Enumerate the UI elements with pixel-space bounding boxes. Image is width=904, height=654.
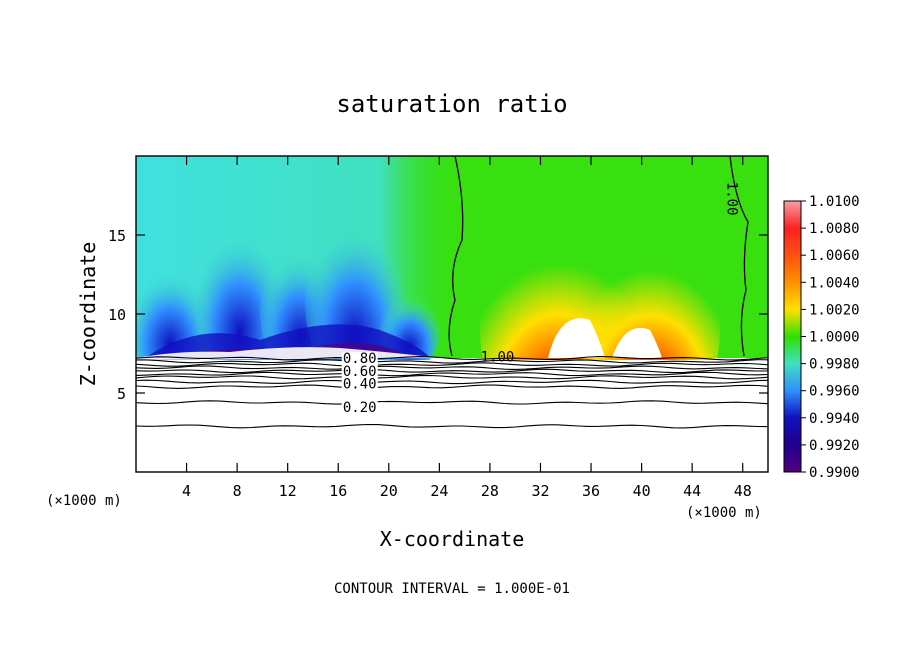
contour-lines bbox=[136, 356, 768, 429]
contour-label-bg bbox=[341, 377, 378, 391]
contour-line bbox=[136, 400, 768, 405]
contour-line bbox=[136, 362, 768, 367]
contour-label-bg bbox=[341, 401, 378, 415]
x-unit-label-left: (×1000 m) bbox=[46, 493, 122, 509]
colorbar-label: 0.9980 bbox=[809, 357, 860, 373]
colorbar-label: 0.9900 bbox=[809, 465, 860, 481]
heatmap-field bbox=[136, 156, 768, 472]
contour-line bbox=[136, 379, 768, 385]
y-tick-label: 10 bbox=[108, 306, 126, 324]
x-unit-label-right: (×1000 m) bbox=[686, 505, 762, 521]
contour-label-bg bbox=[341, 352, 378, 366]
contour-line bbox=[136, 359, 768, 364]
colorbar-label: 1.0080 bbox=[809, 221, 860, 237]
contour-line bbox=[136, 368, 768, 374]
colorbar-label: 0.9960 bbox=[809, 384, 860, 400]
contour-interval-footer: CONTOUR INTERVAL = 1.000E-01 bbox=[334, 581, 570, 597]
x-tick-label: 36 bbox=[582, 482, 600, 500]
colorbar-label: 0.9940 bbox=[809, 411, 860, 427]
y-axis-label: Z-coordinate bbox=[76, 242, 100, 387]
contour-line bbox=[136, 356, 768, 361]
colorbar bbox=[783, 200, 802, 473]
contour-label: 0.80 bbox=[343, 351, 377, 367]
chart-title: saturation ratio bbox=[336, 90, 567, 118]
colorbar-label: 1.0100 bbox=[809, 194, 860, 210]
contour-line bbox=[136, 384, 768, 389]
x-axis-ticks: 4 8 12 16 20 24 28 32 36 40 44 48 bbox=[182, 156, 752, 500]
x-tick-label: 24 bbox=[430, 482, 448, 500]
x-tick-label: 40 bbox=[633, 482, 651, 500]
colorbar-label: 0.9920 bbox=[809, 438, 860, 454]
contour-label: 0.40 bbox=[343, 377, 377, 393]
contour-label: 0.60 bbox=[343, 364, 377, 380]
colorbar-label: 1.0040 bbox=[809, 275, 860, 291]
contour-label-bg bbox=[341, 364, 378, 378]
x-tick-label: 32 bbox=[531, 482, 549, 500]
contour-label: 1.00 bbox=[481, 350, 515, 366]
x-tick-label: 4 bbox=[182, 482, 191, 500]
x-tick-label: 28 bbox=[481, 482, 499, 500]
contour-line bbox=[136, 423, 768, 429]
x-tick-label: 20 bbox=[380, 482, 398, 500]
colorbar-label: 1.0060 bbox=[809, 248, 860, 264]
colorbar-label: 1.0020 bbox=[809, 302, 860, 318]
colorbar-label: 1.0000 bbox=[809, 330, 860, 346]
contour-line bbox=[136, 365, 768, 370]
x-tick-label: 48 bbox=[734, 482, 752, 500]
contour-labels: 0.800.600.40 0.20 1.00 1.00 bbox=[341, 182, 740, 416]
y-tick-label: 5 bbox=[117, 385, 126, 403]
contour-line bbox=[136, 374, 768, 380]
y-tick-label: 15 bbox=[108, 227, 126, 245]
x-tick-label: 8 bbox=[233, 482, 242, 500]
contour-line bbox=[136, 371, 768, 377]
x-axis-label: X-coordinate bbox=[380, 527, 525, 551]
y-axis-ticks: 5 10 15 bbox=[108, 227, 768, 403]
x-tick-label: 12 bbox=[279, 482, 297, 500]
x-tick-label: 16 bbox=[329, 482, 347, 500]
x-tick-label: 44 bbox=[683, 482, 701, 500]
colorbar-labels: 1.0100 1.0080 1.0060 1.0040 1.0020 1.0000 0.99… bbox=[801, 194, 860, 481]
contour-label: 0.20 bbox=[343, 400, 377, 416]
contour-label: 1.00 bbox=[724, 182, 740, 216]
